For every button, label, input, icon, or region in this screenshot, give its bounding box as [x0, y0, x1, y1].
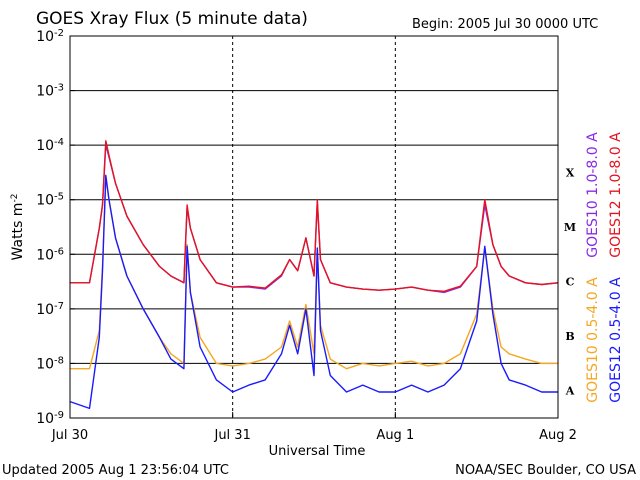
flare-class-label: A: [565, 385, 575, 398]
y-tick-label: 10-7: [36, 300, 64, 318]
y-tick-label: 10-6: [36, 246, 64, 264]
x-tick-labels: Jul 30 Jul 31 Aug 1 Aug 2: [51, 428, 577, 443]
y-tick-label: 10-3: [36, 82, 64, 100]
chart-title: GOES Xray Flux (5 minute data): [36, 9, 308, 29]
flare-class-label: B: [565, 330, 574, 343]
legend-goes10-long: GOES10 1.0-8.0 A: [585, 132, 601, 258]
flare-class-label: X: [566, 166, 575, 179]
y-tick-label: 10-4: [36, 137, 64, 155]
y-tick-label: 10-9: [36, 410, 64, 428]
legend-goes12-long: GOES12 1.0-8.0 A: [608, 132, 624, 258]
flare-class-label: M: [564, 221, 576, 234]
updated-timestamp: Updated 2005 Aug 1 23:56:04 UTC: [2, 463, 229, 478]
x-tick-label: Jul 31: [213, 428, 250, 443]
y-tick-label: 10-2: [36, 28, 64, 46]
legend-goes10-short: GOES10 0.5-4.0 A: [585, 277, 601, 403]
x-tick-label: Jul 30: [51, 428, 88, 443]
x-tick-label: Aug 2: [539, 428, 577, 443]
grid-lines: [69, 36, 559, 418]
series-goes12-long: [70, 140, 559, 292]
begin-label: Begin: 2005 Jul 30 0000 UTC: [412, 17, 598, 32]
y-tick-label: 10-8: [36, 355, 64, 373]
y-axis-label: Watts m-2: [10, 194, 26, 261]
series-lines: [69, 140, 559, 410]
flare-class-labels: X M C B A: [564, 166, 576, 397]
x-tick-label: Aug 1: [376, 428, 414, 443]
plot-frame: [69, 35, 559, 419]
y-tick-label: 10-5: [36, 191, 64, 209]
legend: GOES10 1.0-8.0 A GOES12 1.0-8.0 A GOES10 0…: [585, 132, 624, 403]
flare-class-label: C: [566, 276, 575, 289]
credit-label: NOAA/SEC Boulder, CO USA: [455, 463, 636, 478]
legend-goes12-short: GOES12 0.5-4.0 A: [608, 277, 624, 403]
y-tick-labels: 10-2 10-3 10-4 10-5 10-6 10-7 10-8 10-9: [36, 28, 75, 428]
x-axis-label: Universal Time: [269, 444, 366, 459]
series-goes12-short: [69, 174, 558, 410]
